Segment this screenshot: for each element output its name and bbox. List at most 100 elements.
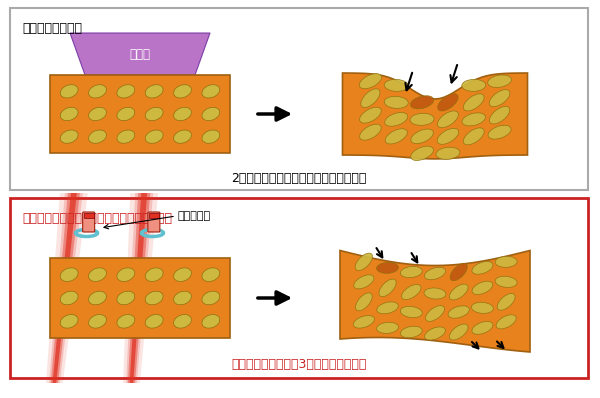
Ellipse shape: [400, 266, 422, 278]
Text: レーザー光: レーザー光: [178, 211, 211, 221]
Ellipse shape: [355, 253, 373, 271]
Ellipse shape: [60, 314, 78, 328]
Ellipse shape: [202, 85, 220, 98]
Ellipse shape: [145, 107, 163, 121]
Ellipse shape: [60, 85, 78, 98]
Ellipse shape: [472, 261, 493, 274]
Polygon shape: [340, 250, 530, 352]
Ellipse shape: [450, 263, 467, 281]
Ellipse shape: [145, 130, 163, 143]
Ellipse shape: [173, 130, 191, 143]
Ellipse shape: [488, 75, 511, 88]
Text: 2次元平面内でのみ変形位置を選択可能: 2次元平面内でのみ変形位置を選択可能: [232, 172, 367, 185]
Bar: [50, 75, 230, 153]
Ellipse shape: [89, 107, 106, 121]
Ellipse shape: [400, 326, 422, 338]
Ellipse shape: [355, 293, 372, 311]
Ellipse shape: [89, 291, 106, 305]
Ellipse shape: [463, 94, 484, 111]
Ellipse shape: [377, 322, 398, 334]
Ellipse shape: [89, 85, 106, 98]
Ellipse shape: [173, 268, 191, 281]
Polygon shape: [70, 33, 210, 75]
Text: 試料中の変形位置を3次元的に選択可能: 試料中の変形位置を3次元的に選択可能: [232, 357, 367, 371]
Ellipse shape: [424, 267, 446, 280]
FancyBboxPatch shape: [148, 212, 160, 232]
Ellipse shape: [437, 128, 459, 144]
Ellipse shape: [449, 284, 468, 300]
Ellipse shape: [89, 130, 106, 143]
Ellipse shape: [495, 256, 517, 267]
Ellipse shape: [89, 268, 106, 281]
Ellipse shape: [202, 268, 220, 281]
Polygon shape: [128, 193, 150, 383]
Text: 紫外光: 紫外光: [130, 47, 151, 60]
Ellipse shape: [60, 291, 78, 305]
Bar: [50, 258, 230, 338]
Ellipse shape: [384, 79, 408, 92]
Ellipse shape: [60, 268, 78, 281]
Ellipse shape: [462, 79, 486, 92]
Ellipse shape: [400, 306, 422, 318]
Polygon shape: [49, 193, 83, 383]
Ellipse shape: [472, 302, 493, 313]
Bar: [10, 8, 588, 190]
Ellipse shape: [117, 107, 135, 121]
Ellipse shape: [145, 314, 163, 328]
Bar: [83, 213, 94, 218]
Ellipse shape: [202, 130, 220, 143]
Ellipse shape: [173, 85, 191, 98]
Ellipse shape: [145, 85, 163, 98]
Ellipse shape: [377, 262, 398, 273]
Ellipse shape: [448, 306, 469, 318]
FancyBboxPatch shape: [83, 212, 95, 232]
Ellipse shape: [472, 281, 493, 295]
Ellipse shape: [359, 107, 381, 123]
Ellipse shape: [145, 291, 163, 305]
Bar: [10, 198, 588, 378]
Ellipse shape: [384, 96, 408, 108]
Ellipse shape: [437, 94, 458, 111]
Ellipse shape: [60, 107, 78, 121]
Ellipse shape: [173, 107, 191, 121]
Ellipse shape: [462, 113, 485, 126]
Polygon shape: [46, 193, 88, 383]
Ellipse shape: [437, 111, 458, 128]
Ellipse shape: [202, 107, 220, 121]
Bar: [149, 213, 159, 218]
Ellipse shape: [489, 90, 510, 107]
Ellipse shape: [436, 147, 460, 160]
Ellipse shape: [411, 129, 433, 144]
Text: 従来の光運動材料: 従来の光運動材料: [22, 22, 82, 35]
Ellipse shape: [490, 106, 510, 124]
Ellipse shape: [488, 125, 511, 139]
Ellipse shape: [401, 285, 421, 300]
Ellipse shape: [463, 128, 484, 145]
Ellipse shape: [117, 291, 135, 305]
Polygon shape: [126, 193, 153, 383]
Ellipse shape: [117, 130, 135, 143]
Ellipse shape: [425, 327, 445, 340]
Ellipse shape: [117, 268, 135, 281]
Ellipse shape: [173, 314, 191, 328]
Ellipse shape: [359, 124, 381, 140]
Ellipse shape: [89, 314, 106, 328]
Ellipse shape: [117, 314, 135, 328]
Polygon shape: [123, 193, 158, 383]
Ellipse shape: [385, 129, 407, 144]
Ellipse shape: [385, 113, 408, 126]
Ellipse shape: [411, 146, 433, 160]
Ellipse shape: [173, 291, 191, 305]
Polygon shape: [343, 73, 527, 159]
Polygon shape: [130, 193, 147, 383]
Ellipse shape: [377, 302, 398, 314]
Ellipse shape: [354, 275, 374, 289]
Ellipse shape: [496, 315, 516, 329]
Ellipse shape: [359, 74, 382, 89]
Ellipse shape: [424, 288, 446, 299]
Ellipse shape: [449, 324, 468, 340]
Ellipse shape: [60, 130, 78, 143]
Ellipse shape: [410, 113, 434, 125]
Ellipse shape: [472, 322, 493, 334]
Text: 本研究：二光子吸収プロセスによる精密駆動: 本研究：二光子吸収プロセスによる精密駆動: [22, 212, 172, 225]
